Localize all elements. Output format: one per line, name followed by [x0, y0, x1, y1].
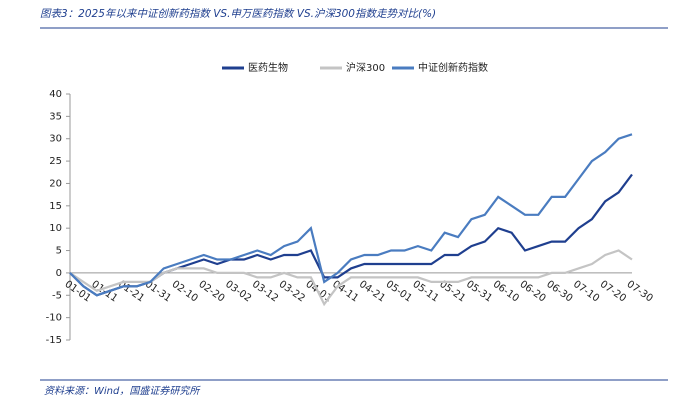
y-tick-label: 25 — [49, 156, 62, 167]
y-tick-label: 15 — [49, 201, 62, 212]
series-line — [69, 133, 633, 297]
y-tick-label: 20 — [49, 178, 62, 189]
y-tick-label: -10 — [46, 313, 62, 324]
y-tick-label: 40 — [49, 89, 62, 100]
x-tick-label: 03-22 — [277, 279, 307, 305]
x-tick-label: 07-10 — [571, 279, 601, 305]
chart-title: 图表3：2025年以来中证创新药指数 VS.申万医药指数 VS.沪深300指数走… — [40, 8, 436, 20]
y-tick-label: 0 — [56, 268, 62, 279]
x-tick-label: 01-01 — [63, 279, 93, 305]
y-tick-label: 30 — [49, 134, 62, 145]
source: 资料来源：Wind，国盛证券研究所 — [44, 385, 201, 397]
legend-label: 沪深300 — [346, 61, 385, 74]
x-tick-label: 06-20 — [518, 279, 548, 305]
y-tick-label: 5 — [56, 246, 62, 257]
y-tick-label: 10 — [49, 223, 62, 234]
y-tick-label: -15 — [46, 335, 62, 346]
x-tick-label: 04-21 — [357, 279, 387, 305]
x-tick-label: 05-31 — [464, 279, 494, 305]
x-tick-label: 03-02 — [223, 279, 253, 305]
x-tick-label: 06-30 — [544, 279, 574, 305]
y-tick-label: -5 — [52, 290, 62, 301]
y-tick-label: 35 — [49, 111, 62, 122]
legend-label: 中证创新药指数 — [418, 61, 488, 74]
x-tick-label: 03-12 — [250, 279, 280, 305]
series-line — [69, 249, 633, 307]
legend-label: 医药生物 — [248, 61, 288, 74]
x-tick-label: 06-10 — [491, 279, 521, 305]
x-tick-label: 05-01 — [384, 279, 414, 305]
x-tick-label: 02-20 — [196, 279, 226, 305]
x-tick-label: 07-20 — [598, 279, 628, 305]
x-tick-label: 07-30 — [625, 279, 655, 305]
x-tick-label: 02-10 — [170, 279, 200, 305]
